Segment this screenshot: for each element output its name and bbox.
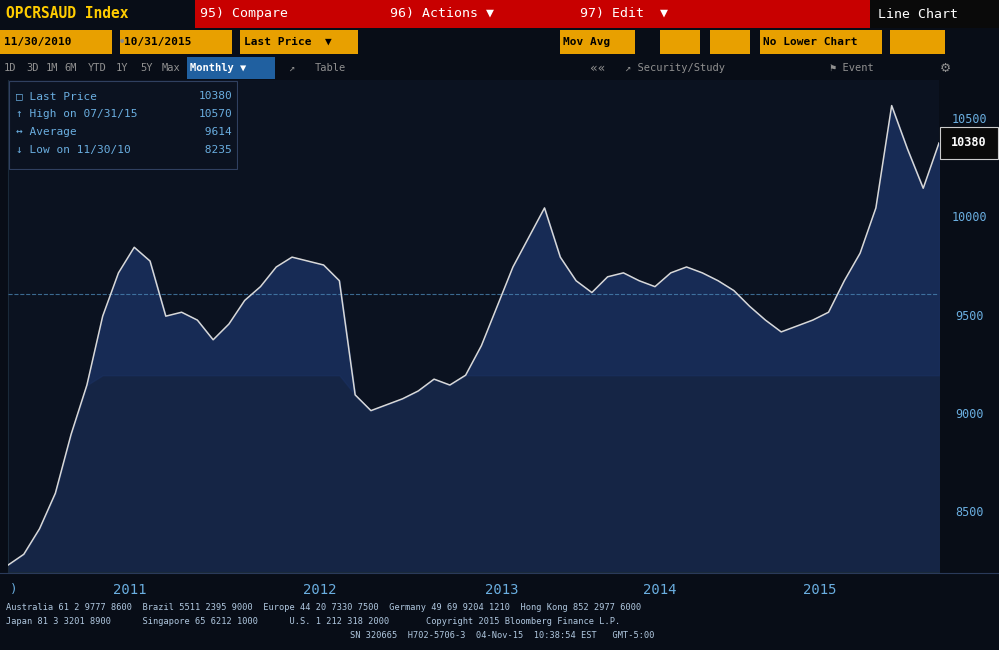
Text: 1Y: 1Y <box>116 63 129 73</box>
Text: OPCRSAUD Index: OPCRSAUD Index <box>6 6 129 21</box>
Text: 8235: 8235 <box>198 145 232 155</box>
Text: Table: Table <box>315 63 347 73</box>
Text: Japan 81 3 3201 8900      Singapore 65 6212 1000      U.S. 1 212 318 2000       : Japan 81 3 3201 8900 Singapore 65 6212 1… <box>6 618 620 627</box>
Text: 2011: 2011 <box>113 583 147 597</box>
Text: Monthly ▼: Monthly ▼ <box>190 63 246 73</box>
Text: 3D: 3D <box>26 63 39 73</box>
Bar <box>187 57 275 79</box>
Bar <box>890 30 945 54</box>
Bar <box>195 0 870 28</box>
Text: 2014: 2014 <box>643 583 676 597</box>
Text: 2013: 2013 <box>486 583 518 597</box>
Text: ↗ Security/Study: ↗ Security/Study <box>625 63 725 73</box>
Text: ↑ High on 07/31/15: ↑ High on 07/31/15 <box>16 109 138 119</box>
Bar <box>240 30 358 54</box>
Text: 11/30/2010: 11/30/2010 <box>4 37 72 47</box>
Text: YTD: YTD <box>88 63 107 73</box>
Text: 1D: 1D <box>4 63 17 73</box>
Bar <box>0 30 112 54</box>
Text: 1M: 1M <box>46 63 59 73</box>
Bar <box>870 0 999 28</box>
Text: 8500: 8500 <box>955 506 983 519</box>
Text: 95) Compare: 95) Compare <box>200 8 288 21</box>
Text: □ Last Price: □ Last Price <box>16 91 97 101</box>
Text: 2012: 2012 <box>304 583 337 597</box>
Text: 97) Edit  ▼: 97) Edit ▼ <box>580 8 668 21</box>
Text: Line Chart: Line Chart <box>878 8 958 21</box>
Text: Mov Avg: Mov Avg <box>563 37 610 47</box>
Text: ⚑ Event: ⚑ Event <box>830 63 874 73</box>
Text: 10500: 10500 <box>951 113 987 126</box>
Text: 96) Actions ▼: 96) Actions ▼ <box>390 8 494 21</box>
Text: 9614: 9614 <box>198 127 232 137</box>
Bar <box>940 127 998 159</box>
Bar <box>660 30 700 54</box>
Text: 9000: 9000 <box>955 408 983 421</box>
Text: •: • <box>118 35 126 49</box>
Text: ⚙: ⚙ <box>940 62 951 75</box>
Text: Max: Max <box>162 63 181 73</box>
Text: SN 320665  H702-5706-3  04-Nov-15  10:38:54 EST   GMT-5:00: SN 320665 H702-5706-3 04-Nov-15 10:38:54… <box>350 632 654 640</box>
Text: 10000: 10000 <box>951 211 987 224</box>
Text: ↓ Low on 11/30/10: ↓ Low on 11/30/10 <box>16 145 131 155</box>
Text: 10570: 10570 <box>198 109 232 119</box>
Bar <box>760 30 882 54</box>
Bar <box>560 30 635 54</box>
Text: No Lower Chart: No Lower Chart <box>763 37 857 47</box>
Text: 10/31/2015: 10/31/2015 <box>124 37 192 47</box>
Text: 10380: 10380 <box>198 91 232 101</box>
Text: ↔ Average: ↔ Average <box>16 127 77 137</box>
Text: Australia 61 2 9777 8600  Brazil 5511 2395 9000  Europe 44 20 7330 7500  Germany: Australia 61 2 9777 8600 Brazil 5511 239… <box>6 603 641 612</box>
Bar <box>710 30 750 54</box>
Text: 10380: 10380 <box>951 136 987 150</box>
Text: 6M: 6M <box>64 63 77 73</box>
Bar <box>120 30 232 54</box>
Text: Last Price  ▼: Last Price ▼ <box>244 37 332 47</box>
Text: 5Y: 5Y <box>140 63 153 73</box>
Text: ): ) <box>10 584 18 597</box>
Text: ↗: ↗ <box>288 63 295 73</box>
Text: 2015: 2015 <box>803 583 837 597</box>
Text: ««: «« <box>590 62 605 75</box>
Text: 9500: 9500 <box>955 309 983 322</box>
